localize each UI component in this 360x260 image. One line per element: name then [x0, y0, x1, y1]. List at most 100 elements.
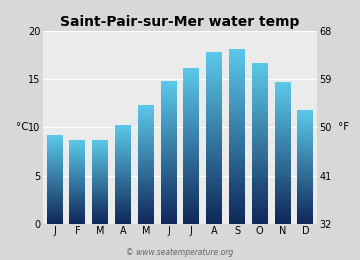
Bar: [252, 75, 268, 76]
Bar: [115, 156, 131, 157]
Bar: [69, 154, 85, 155]
Bar: [252, 213, 268, 214]
Bar: [47, 199, 63, 200]
Bar: [252, 154, 268, 155]
Bar: [92, 177, 108, 178]
Bar: [92, 219, 108, 220]
Bar: [138, 121, 154, 122]
Bar: [229, 96, 245, 97]
Bar: [47, 152, 63, 153]
Bar: [92, 156, 108, 157]
Bar: [252, 177, 268, 178]
Bar: [161, 196, 177, 198]
Bar: [161, 87, 177, 88]
Bar: [297, 157, 313, 158]
Bar: [138, 141, 154, 142]
Bar: [275, 199, 291, 200]
Bar: [184, 89, 199, 90]
Bar: [229, 173, 245, 174]
Bar: [184, 152, 199, 153]
Bar: [92, 213, 108, 214]
Bar: [275, 177, 291, 178]
Bar: [47, 198, 63, 199]
Bar: [297, 136, 313, 138]
Bar: [69, 196, 85, 197]
Bar: [184, 221, 199, 222]
Bar: [47, 151, 63, 152]
Bar: [275, 149, 291, 151]
Bar: [275, 194, 291, 195]
Bar: [229, 68, 245, 70]
Bar: [275, 132, 291, 133]
Bar: [229, 49, 245, 51]
Bar: [252, 158, 268, 159]
Bar: [92, 180, 108, 181]
Bar: [275, 131, 291, 132]
Bar: [47, 140, 63, 141]
Bar: [47, 194, 63, 195]
Bar: [252, 83, 268, 84]
Bar: [161, 170, 177, 171]
Bar: [297, 149, 313, 150]
Bar: [206, 148, 222, 150]
Bar: [161, 137, 177, 138]
Bar: [206, 191, 222, 192]
Bar: [275, 188, 291, 190]
Bar: [138, 152, 154, 153]
Bar: [275, 219, 291, 220]
Bar: [206, 177, 222, 178]
Bar: [229, 134, 245, 135]
Bar: [229, 209, 245, 211]
Bar: [69, 185, 85, 186]
Bar: [184, 220, 199, 221]
Bar: [229, 142, 245, 144]
Bar: [206, 166, 222, 168]
Bar: [275, 109, 291, 110]
Bar: [138, 205, 154, 206]
Bar: [115, 173, 131, 174]
Bar: [275, 103, 291, 105]
Bar: [115, 154, 131, 155]
Bar: [115, 178, 131, 179]
Bar: [252, 103, 268, 105]
Bar: [92, 221, 108, 222]
Bar: [184, 69, 199, 70]
Bar: [184, 190, 199, 191]
Bar: [206, 184, 222, 185]
Bar: [161, 184, 177, 186]
Bar: [184, 127, 199, 129]
Bar: [275, 92, 291, 93]
Bar: [252, 145, 268, 146]
Bar: [115, 169, 131, 170]
Bar: [161, 167, 177, 168]
Bar: [161, 206, 177, 207]
Bar: [229, 116, 245, 118]
Bar: [229, 138, 245, 139]
Bar: [206, 198, 222, 199]
Bar: [275, 220, 291, 221]
Bar: [297, 155, 313, 157]
Bar: [297, 201, 313, 202]
Bar: [138, 174, 154, 175]
Bar: [161, 214, 177, 215]
Bar: [138, 110, 154, 111]
Bar: [184, 218, 199, 220]
Bar: [92, 152, 108, 153]
Bar: [229, 136, 245, 138]
Bar: [297, 123, 313, 124]
Bar: [47, 143, 63, 144]
Bar: [206, 84, 222, 85]
Bar: [92, 172, 108, 173]
Bar: [184, 135, 199, 137]
Bar: [252, 107, 268, 108]
Bar: [115, 176, 131, 177]
Bar: [161, 160, 177, 161]
Bar: [47, 216, 63, 217]
Bar: [92, 199, 108, 200]
Bar: [252, 141, 268, 142]
Bar: [275, 90, 291, 92]
Bar: [206, 221, 222, 222]
Bar: [184, 91, 199, 93]
Bar: [138, 118, 154, 119]
Bar: [229, 97, 245, 99]
